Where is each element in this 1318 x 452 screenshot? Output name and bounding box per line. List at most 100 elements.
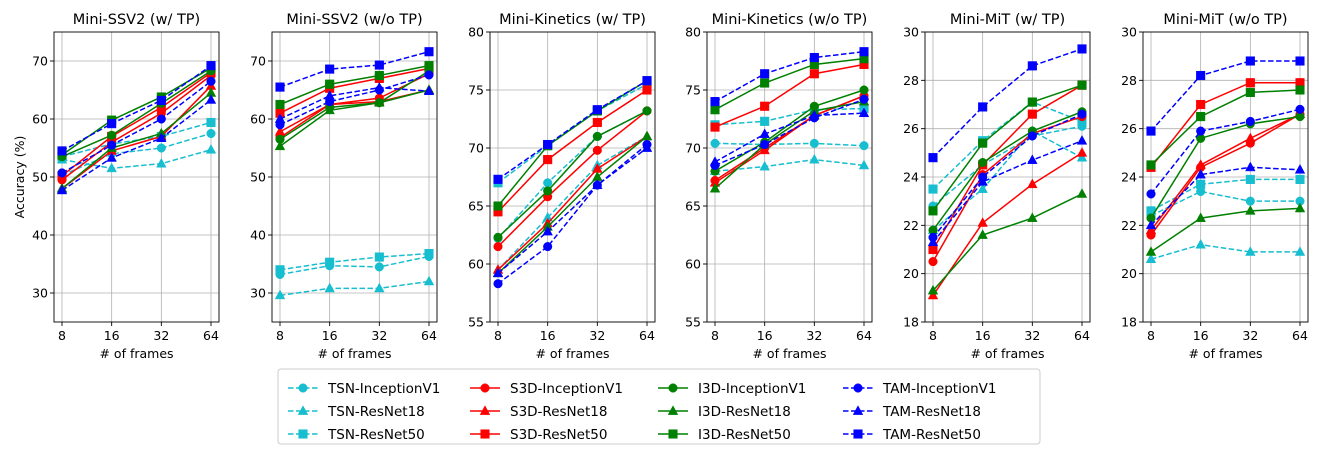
series-tam-resnet50 — [710, 47, 869, 107]
data-point — [977, 229, 988, 239]
legend-marker — [852, 405, 864, 415]
data-point — [1245, 132, 1256, 143]
x-axis-label: # of frames — [317, 346, 391, 361]
data-point — [324, 104, 335, 115]
subplot-4: 55 60 65 70 75 80 8 16 32 64 Mini-Kinetics (w/o TP… — [685, 12, 873, 361]
data-point — [1295, 56, 1305, 66]
y-tick-label: 75 — [468, 83, 484, 98]
series-tam-resnet18 — [492, 142, 653, 278]
legend-marker — [298, 383, 308, 393]
data-point — [641, 130, 653, 141]
data-point — [592, 179, 603, 189]
legend-label: TAM-ResNet18 — [882, 404, 981, 420]
x-axis-label: # of frames — [752, 346, 826, 361]
data-point — [423, 275, 435, 286]
series-i3d-inceptionv1 — [57, 66, 216, 162]
series-line — [497, 110, 648, 248]
data-point — [928, 153, 938, 163]
y-tick-label: 22 — [903, 218, 919, 233]
series-i3d-resnet18 — [492, 130, 653, 278]
x-tick-label: 16 — [540, 328, 556, 343]
data-point — [978, 157, 988, 168]
series-tam-resnet18 — [709, 107, 870, 166]
x-tick-label: 16 — [757, 328, 773, 343]
x-tick-label: 64 — [856, 328, 872, 343]
data-point — [274, 140, 286, 151]
series-line — [497, 89, 648, 213]
data-point — [325, 79, 335, 89]
data-point — [542, 225, 553, 236]
legend-entry: TSN-InceptionV1 — [288, 381, 440, 397]
data-point — [1195, 168, 1206, 179]
data-point — [1245, 205, 1256, 215]
data-point — [1145, 246, 1157, 256]
data-point — [1077, 80, 1087, 90]
series-tam-resnet50 — [493, 76, 652, 184]
legend-label: S3D-ResNet18 — [510, 404, 607, 420]
data-point — [592, 145, 602, 155]
y-tick-label: 70 — [468, 141, 484, 156]
series-line — [61, 92, 212, 190]
series-tam-inceptionv1 — [1146, 104, 1305, 199]
data-point — [374, 70, 384, 81]
data-point — [710, 122, 720, 132]
data-point — [809, 138, 819, 148]
y-tick-label: 18 — [1121, 315, 1137, 330]
series-line — [714, 112, 865, 163]
y-tick-label: 24 — [1121, 170, 1137, 185]
y-tick-label: 20 — [1121, 266, 1137, 281]
subplot-2: 30 40 50 60 70 8 16 32 64 Mini-SSV2 (w/o TP) # of … — [250, 12, 438, 361]
series-line — [714, 50, 865, 103]
x-tick-label: 32 — [1024, 328, 1040, 343]
subplot-title: Mini-SSV2 (w/ TP) — [73, 12, 200, 28]
data-point — [57, 146, 67, 156]
data-point — [206, 61, 216, 71]
series-line — [932, 84, 1083, 250]
x-tick-label: 32 — [806, 328, 822, 343]
data-point — [1076, 135, 1088, 145]
data-point — [324, 90, 335, 100]
data-point — [592, 131, 602, 141]
data-point — [858, 159, 870, 170]
data-point — [1245, 246, 1256, 256]
series-line — [932, 101, 1083, 190]
series-line — [1150, 178, 1300, 212]
data-point — [1295, 85, 1305, 95]
data-point — [106, 162, 117, 173]
series-line — [61, 70, 212, 158]
legend-label: TAM-InceptionV1 — [882, 381, 996, 397]
data-point — [592, 117, 602, 128]
series-s3d-resnet50 — [275, 63, 434, 118]
legend-label: TSN-ResNet50 — [327, 427, 425, 443]
x-tick-label: 64 — [1292, 328, 1308, 343]
x-axis-label: # of frames — [99, 346, 173, 361]
data-point — [1245, 87, 1255, 97]
series-line — [932, 140, 1083, 243]
x-tick-label: 8 — [58, 328, 66, 343]
legend-marker — [479, 405, 491, 415]
data-point — [1245, 196, 1255, 206]
series-line — [279, 252, 430, 271]
series-i3d-resnet50 — [710, 54, 869, 115]
legend-entry: TAM-InceptionV1 — [843, 381, 996, 397]
series-line — [497, 83, 648, 184]
data-point — [977, 176, 988, 186]
series-line — [279, 67, 430, 114]
y-tick-label: 28 — [1121, 73, 1137, 88]
data-point — [710, 105, 720, 115]
data-point — [859, 85, 869, 95]
series-line — [932, 130, 1083, 231]
x-tick-label: 64 — [1074, 328, 1090, 343]
data-point — [1146, 189, 1156, 199]
data-point — [977, 217, 988, 227]
y-tick-label: 65 — [468, 199, 484, 214]
series-line — [932, 84, 1083, 212]
data-point — [493, 174, 503, 184]
data-point — [205, 94, 217, 104]
series-i3d-resnet50 — [493, 76, 652, 211]
x-tick-label: 16 — [1193, 328, 1209, 343]
series-line — [497, 147, 648, 274]
legend-label: TSN-InceptionV1 — [327, 381, 440, 397]
series-line — [497, 80, 648, 180]
data-point — [543, 242, 553, 252]
